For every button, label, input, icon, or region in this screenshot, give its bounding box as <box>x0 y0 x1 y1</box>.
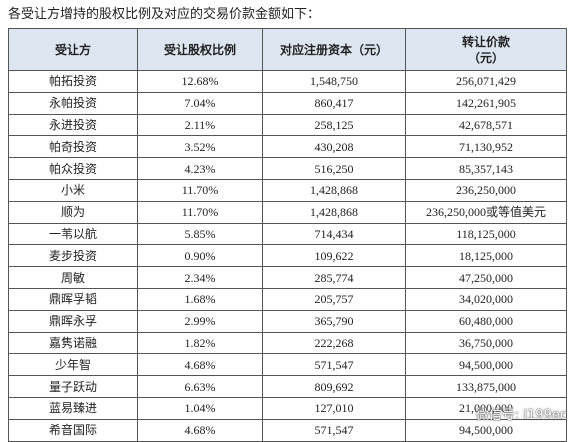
table-cell: 71,130,952 <box>405 135 567 159</box>
table-cell: 18,125,000 <box>405 244 567 268</box>
table-row: 鼎晖孚韬 1.68% 205,757 34,020,000 <box>8 287 567 311</box>
table-cell: 36,750,000 <box>405 331 567 355</box>
table-cell: 0.90% <box>137 244 263 268</box>
table-cell: 12.68% <box>137 70 263 93</box>
table-cell: 47,250,000 <box>405 266 567 289</box>
table-cell: 430,208 <box>262 135 406 159</box>
intro-text: 各受让方增持的股权比例及对应的交易价款金额如下： <box>8 6 321 21</box>
header-line: 转让价款 <box>461 34 510 49</box>
table-cell: 1.04% <box>137 396 263 420</box>
table-cell: 蓝易臻进 <box>8 396 138 420</box>
table-cell: 860,417 <box>262 91 406 115</box>
table-cell: 3.52% <box>137 135 263 159</box>
table-cell: 127,010 <box>262 396 406 420</box>
table-cell: 11.70% <box>137 178 263 202</box>
header-cell: 转让价款 （元） <box>405 28 567 71</box>
table-cell: 205,757 <box>262 287 406 311</box>
equity-table: 受让方 受让股权比例 对应注册资本（元） 转让价款 （元） 帕拓投资 12.68% 1,54… <box>8 28 567 442</box>
table-cell: 4.23% <box>137 157 263 180</box>
table-cell: 256,071,429 <box>405 70 567 93</box>
table-cell: 285,774 <box>262 266 406 289</box>
table-row: 永帕投资 7.04% 860,417 142,261,905 <box>8 91 567 115</box>
table-row: 小米 11.70% 1,428,868 236,250,000 <box>8 178 567 202</box>
header-cell: 受让股权比例 <box>137 28 263 71</box>
table-cell: 42,678,571 <box>405 113 567 137</box>
table-cell: 顺为 <box>8 200 138 224</box>
table-cell: 量子跃动 <box>8 375 138 398</box>
table-cell: 133,875,000 <box>405 375 567 398</box>
table-cell: 516,250 <box>262 157 406 180</box>
table-cell: 1.68% <box>137 287 263 311</box>
table-cell: 34,020,000 <box>405 287 567 311</box>
table-cell: 85,357,143 <box>405 157 567 180</box>
table-row: 少年智 4.68% 571,547 94,500,000 <box>8 353 567 377</box>
header-row: 受让方 受让股权比例 对应注册资本（元） 转让价款 （元） <box>8 28 567 71</box>
table-cell: 236,250,000或等值美元 <box>405 200 567 224</box>
table-cell: 嘉隽诺融 <box>8 331 138 355</box>
table-cell: 鼎晖永孚 <box>8 309 138 333</box>
watermark: 微信号: i199ec <box>475 408 567 423</box>
table-cell: 7.04% <box>137 91 263 115</box>
table-cell: 109,622 <box>262 244 406 268</box>
table-cell: 365,790 <box>262 309 406 333</box>
table-cell: 麦步投资 <box>8 244 138 268</box>
table-cell: 2.34% <box>137 266 263 289</box>
table-row: 帕奇投资 3.52% 430,208 71,130,952 <box>8 135 567 159</box>
table-row: 顺为 11.70% 1,428,868 236,250,000或等值美元 <box>8 200 567 224</box>
table-row: 嘉隽诺融 1.82% 222,268 36,750,000 <box>8 331 567 355</box>
table-cell: 118,125,000 <box>405 222 567 246</box>
table-cell: 4.68% <box>137 353 263 377</box>
table-cell: 帕众投资 <box>8 157 138 180</box>
table-cell: 222,268 <box>262 331 406 355</box>
table-body: 帕拓投资 12.68% 1,548,750 256,071,429 永帕投资 7.04% 8… <box>8 70 567 442</box>
table-cell: 4.68% <box>137 418 263 442</box>
table-cell: 258,125 <box>262 113 406 137</box>
table-row: 永进投资 2.11% 258,125 42,678,571 <box>8 113 567 137</box>
table-cell: 2.99% <box>137 309 263 333</box>
table-cell: 142,261,905 <box>405 91 567 115</box>
header-line: （元） <box>467 50 504 65</box>
table-cell: 714,434 <box>262 222 406 246</box>
table-cell: 94,500,000 <box>405 353 567 377</box>
table-cell: 809,692 <box>262 375 406 398</box>
table-cell: 236,250,000 <box>405 178 567 202</box>
table-cell: 5.85% <box>137 222 263 246</box>
table-cell: 鼎晖孚韬 <box>8 287 138 311</box>
table-cell: 永进投资 <box>8 113 138 137</box>
table-cell: 571,547 <box>262 353 406 377</box>
table-cell: 1,428,868 <box>262 178 406 202</box>
table-cell: 571,547 <box>262 418 406 442</box>
table-row: 周敏 2.34% 285,774 47,250,000 <box>8 266 567 289</box>
table-cell: 一苇以航 <box>8 222 138 246</box>
table-cell: 帕奇投资 <box>8 135 138 159</box>
table-cell: 希音国际 <box>8 418 138 442</box>
table-cell: 小米 <box>8 178 138 202</box>
table-cell: 1.82% <box>137 331 263 355</box>
table-row: 帕拓投资 12.68% 1,548,750 256,071,429 <box>8 70 567 93</box>
table-cell: 周敏 <box>8 266 138 289</box>
table-cell: 1,548,750 <box>262 70 406 93</box>
table-cell: 1,428,868 <box>262 200 406 224</box>
table-row: 鼎晖永孚 2.99% 365,790 60,480,000 <box>8 309 567 333</box>
table-cell: 永帕投资 <box>8 91 138 115</box>
table-cell: 帕拓投资 <box>8 70 138 93</box>
table-cell: 6.63% <box>137 375 263 398</box>
table-cell: 少年智 <box>8 353 138 377</box>
table-cell: 11.70% <box>137 200 263 224</box>
table-cell: 2.11% <box>137 113 263 137</box>
table-row: 一苇以航 5.85% 714,434 118,125,000 <box>8 222 567 246</box>
header-cell: 受让方 <box>8 28 138 71</box>
table-row: 麦步投资 0.90% 109,622 18,125,000 <box>8 244 567 268</box>
table-row: 帕众投资 4.23% 516,250 85,357,143 <box>8 157 567 180</box>
header-cell: 对应注册资本（元） <box>262 28 406 71</box>
table-row: 量子跃动 6.63% 809,692 133,875,000 <box>8 375 567 398</box>
table-cell: 60,480,000 <box>405 309 567 333</box>
